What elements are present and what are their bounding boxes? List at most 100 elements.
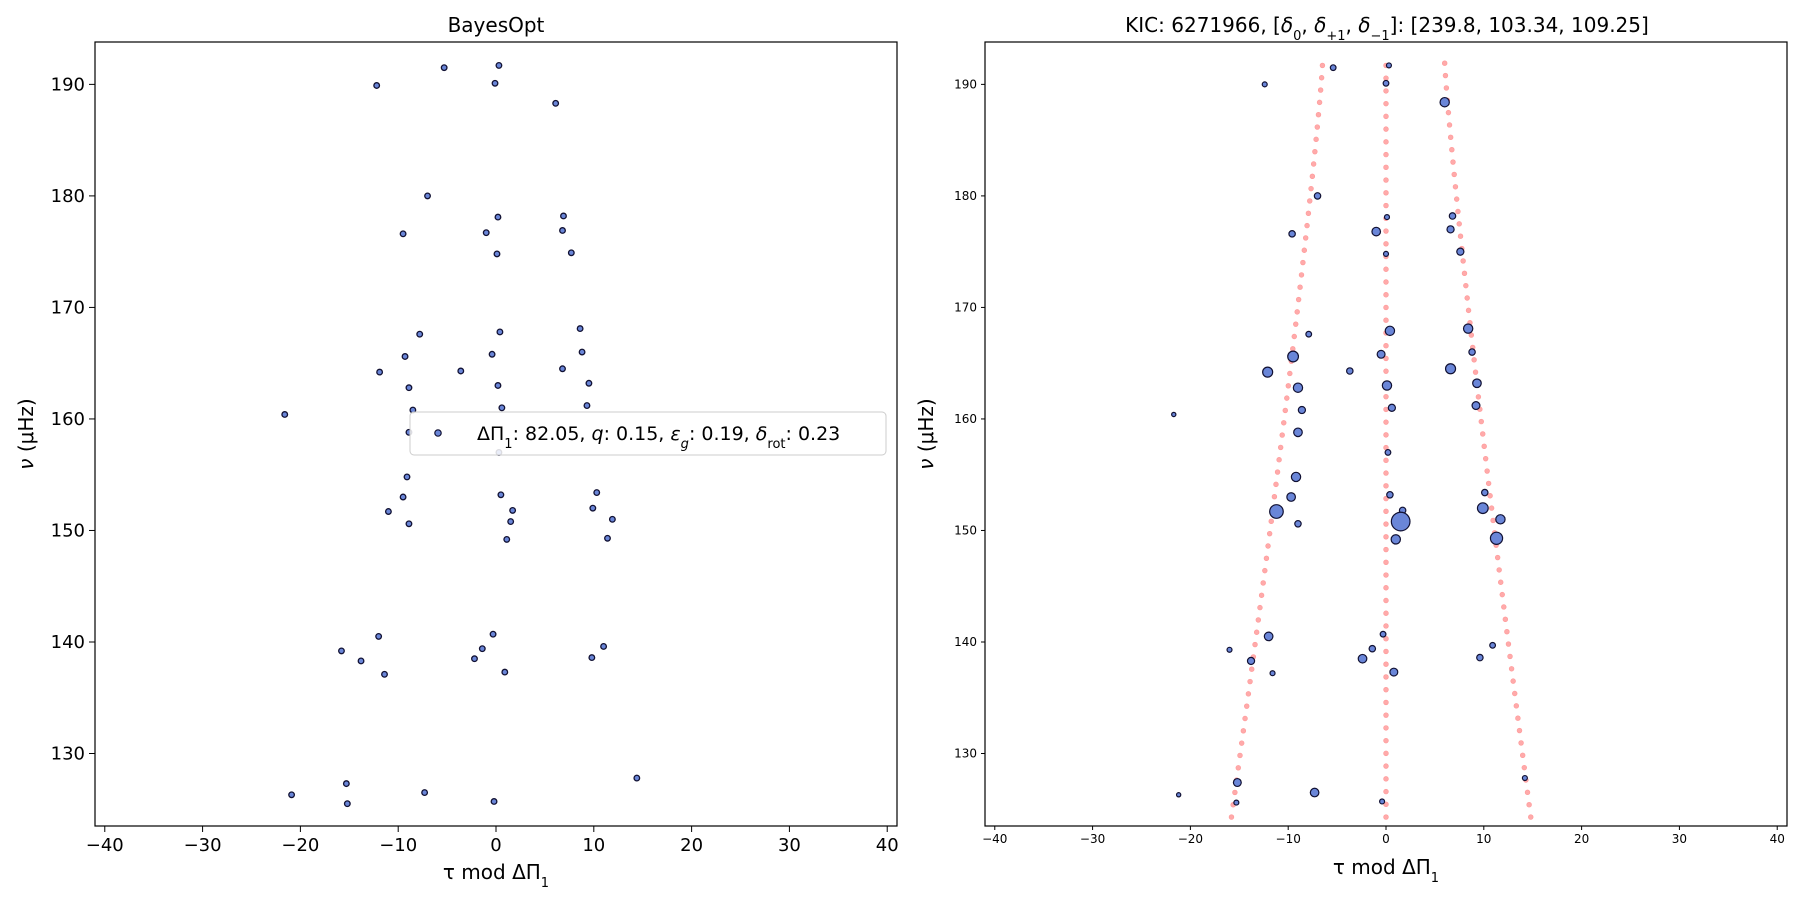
data-point xyxy=(604,534,611,542)
model-point xyxy=(1502,616,1509,623)
model-point xyxy=(1312,148,1318,155)
model-point xyxy=(1383,763,1389,769)
observed-point xyxy=(1293,427,1303,438)
model-point xyxy=(1277,444,1284,451)
model-point xyxy=(1383,776,1389,782)
model-point xyxy=(1383,508,1389,515)
x-tick-label: 0 xyxy=(490,835,501,856)
model-point xyxy=(1457,233,1464,239)
left-y-axis-ticks: 130 140 150 160 170 180 190 xyxy=(51,74,95,765)
data-point xyxy=(488,350,496,358)
observed-point xyxy=(1313,192,1322,200)
left-chart-title: BayesOpt xyxy=(448,13,545,37)
data-point xyxy=(381,670,388,678)
y-tick-label: 130 xyxy=(51,744,85,765)
model-point xyxy=(1244,703,1250,709)
legend-box xyxy=(409,411,887,456)
model-point xyxy=(1445,109,1452,116)
data-point xyxy=(576,325,584,333)
model-point xyxy=(1287,370,1293,377)
data-point xyxy=(509,506,517,514)
x-tick-label: −20 xyxy=(281,835,319,856)
data-point xyxy=(471,655,478,663)
x-tick-label: −20 xyxy=(1178,832,1203,846)
observed-point xyxy=(1468,348,1476,356)
model-point xyxy=(1317,87,1324,93)
data-point xyxy=(375,632,383,640)
x-tick-label: 20 xyxy=(1574,832,1589,846)
data-point xyxy=(401,353,409,360)
model-point xyxy=(1273,481,1279,488)
model-point xyxy=(1281,420,1287,426)
model-point xyxy=(1383,750,1389,757)
x-tick-label: −40 xyxy=(86,835,124,856)
model-point xyxy=(1449,147,1455,153)
model-point xyxy=(1446,122,1453,128)
model-point xyxy=(1383,534,1389,540)
x-tick-label: 10 xyxy=(1476,832,1491,846)
model-point xyxy=(1383,686,1389,693)
model-point xyxy=(1253,629,1260,635)
data-point xyxy=(405,520,413,528)
data-point xyxy=(440,64,448,72)
model-point xyxy=(1383,661,1389,667)
observed-point xyxy=(1287,350,1300,363)
model-point xyxy=(1383,126,1389,132)
model-point xyxy=(1490,517,1496,524)
model-point xyxy=(1268,518,1274,525)
observed-point xyxy=(1269,670,1276,677)
model-point xyxy=(1456,221,1462,227)
data-point xyxy=(288,791,296,799)
model-point xyxy=(1383,648,1389,655)
y-tick-label: 150 xyxy=(51,520,85,541)
model-point xyxy=(1383,457,1389,464)
model-point xyxy=(1383,241,1389,247)
model-point xyxy=(1516,727,1523,734)
model-point xyxy=(1258,592,1265,598)
observed-point xyxy=(1382,79,1390,87)
observed-point xyxy=(1246,656,1256,666)
model-point xyxy=(1383,292,1389,298)
model-point xyxy=(1285,383,1292,389)
model-point xyxy=(1237,752,1243,759)
model-point xyxy=(1228,814,1235,820)
model-point xyxy=(1302,235,1309,241)
data-point xyxy=(567,249,575,257)
data-point xyxy=(357,657,365,665)
model-point xyxy=(1526,802,1532,808)
model-point xyxy=(1383,610,1389,616)
observed-point xyxy=(1379,630,1387,638)
observed-point xyxy=(1386,490,1394,499)
data-point xyxy=(494,213,502,221)
observed-point xyxy=(1383,214,1391,221)
observed-point xyxy=(1171,411,1177,418)
model-point xyxy=(1266,530,1273,537)
x-tick-label: 0 xyxy=(1382,832,1390,846)
model-point xyxy=(1319,62,1326,69)
model-point xyxy=(1310,161,1317,167)
observed-point xyxy=(1390,511,1411,532)
legend-marker xyxy=(434,429,442,437)
observed-point xyxy=(1489,641,1497,649)
model-point xyxy=(1383,623,1389,629)
x-tick-label: −40 xyxy=(982,832,1007,846)
model-point xyxy=(1260,580,1266,586)
observed-point xyxy=(1495,514,1506,525)
model-point xyxy=(1301,247,1308,253)
left-y-axis-label: ν (μHz) xyxy=(14,398,38,469)
observed-point xyxy=(1384,448,1392,456)
y-tick-label: 150 xyxy=(954,523,977,537)
model-point xyxy=(1383,419,1389,425)
model-point xyxy=(1481,443,1487,450)
y-tick-label: 190 xyxy=(954,77,977,91)
data-point xyxy=(589,504,597,512)
observed-point xyxy=(1292,382,1304,393)
model-point xyxy=(1383,546,1389,553)
y-tick-label: 170 xyxy=(954,300,977,314)
model-point xyxy=(1279,432,1285,438)
observed-point xyxy=(1226,646,1233,653)
x-tick-label: 30 xyxy=(778,835,801,856)
data-point xyxy=(478,645,486,653)
data-point xyxy=(399,230,407,238)
data-point xyxy=(608,515,616,523)
